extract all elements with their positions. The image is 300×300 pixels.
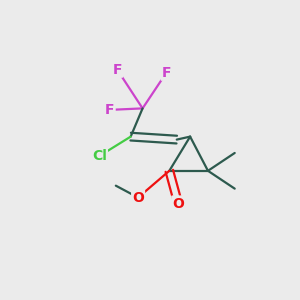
Text: F: F — [105, 103, 115, 117]
Text: O: O — [132, 190, 144, 205]
Text: Cl: Cl — [92, 149, 107, 163]
Text: F: F — [162, 66, 171, 80]
Text: F: F — [112, 63, 122, 77]
Text: O: O — [172, 196, 184, 211]
